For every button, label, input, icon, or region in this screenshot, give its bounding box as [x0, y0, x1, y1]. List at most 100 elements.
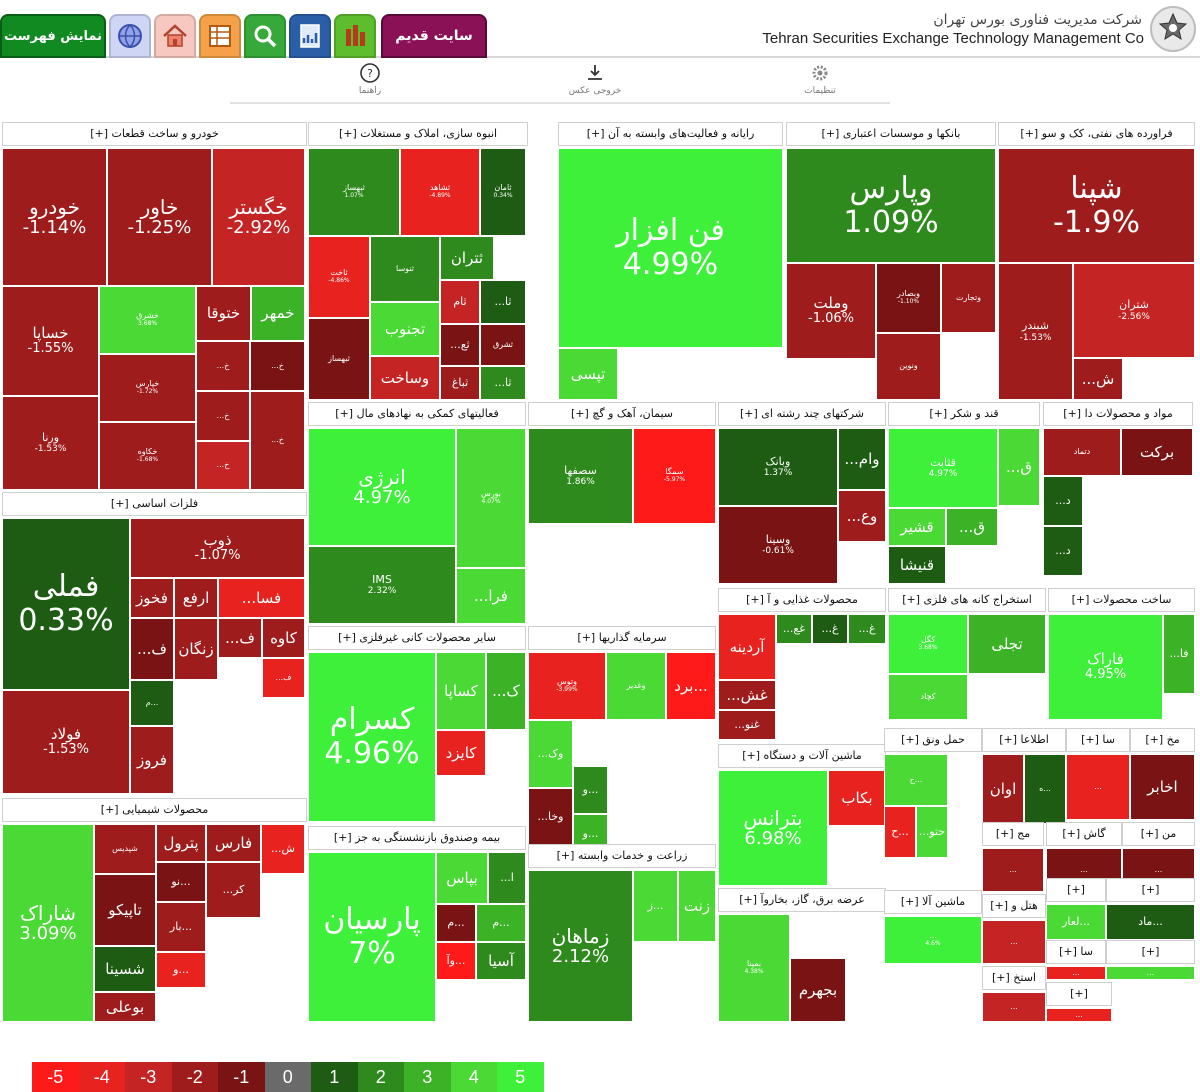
stock-tile[interactable]: فروز — [130, 726, 174, 794]
stock-tile[interactable]: ف... — [130, 618, 174, 680]
stock-tile[interactable]: غ... — [812, 614, 848, 644]
stock-tile[interactable]: ... — [1066, 754, 1130, 820]
settings-button[interactable]: تنظیمات — [785, 62, 855, 96]
stock-tile[interactable]: وسینا -0.61% — [718, 506, 838, 584]
sector-header[interactable]: مج [+] — [982, 822, 1044, 846]
home-icon[interactable] — [154, 14, 196, 58]
stock-tile[interactable]: انرژی 4.97% — [308, 428, 456, 546]
sector-header[interactable]: محصولات شیمیایی [+] — [2, 798, 307, 822]
stock-tile[interactable]: وبانک 1.37% — [718, 428, 838, 506]
sector-header[interactable]: فعالیتهای کمکی به نهادهای مال [+] — [308, 402, 526, 426]
stock-tile[interactable]: شبندر -1.53% — [998, 263, 1073, 400]
stock-tile[interactable]: ...ح — [884, 806, 916, 858]
stock-tile[interactable]: ...ماد — [1106, 904, 1195, 940]
stock-tile[interactable]: قثابت 4.97% — [888, 428, 998, 508]
stock-tile[interactable]: خ... — [250, 341, 305, 391]
stock-tile[interactable]: تجلی — [968, 614, 1046, 674]
stock-tile[interactable]: وک... — [528, 720, 573, 788]
sector-header[interactable]: سیمان، آهک و گچ [+] — [528, 402, 716, 426]
sector-header[interactable]: رایانه و فعالیت‌های وابسته به آن [+] — [558, 122, 783, 146]
stock-tile[interactable]: قنیشا — [888, 546, 946, 584]
stock-tile[interactable]: ...ح — [884, 754, 948, 806]
sector-header[interactable]: ساخت محصولات [+] — [1048, 588, 1195, 612]
stock-tile[interactable]: آردینه — [718, 614, 776, 680]
stock-tile[interactable]: تجنوب — [370, 302, 440, 356]
stock-tile[interactable]: زنگان — [174, 618, 218, 680]
sector-header[interactable]: ماشین آلا [+] — [884, 890, 982, 914]
sector-header[interactable]: زراعت و خدمات وابسته [+] — [528, 844, 716, 868]
stock-tile[interactable]: دتماد — [1043, 428, 1121, 476]
stock-tile[interactable]: فاراک 4.95% — [1048, 614, 1163, 720]
stock-tile[interactable]: شپدیس — [94, 824, 156, 874]
sector-header[interactable]: استخ [+] — [982, 966, 1046, 990]
stock-tile[interactable]: بورس 4.07% — [456, 428, 526, 568]
stock-tile[interactable]: سمگا -5.97% — [633, 428, 716, 524]
sector-header[interactable]: [+] — [1106, 940, 1195, 964]
stock-tile[interactable]: تاپیکو — [94, 874, 156, 946]
stock-tile[interactable]: وساخت — [370, 356, 440, 400]
sector-header[interactable]: سایر محصولات کانی غیرفلزی [+] — [308, 626, 526, 650]
stock-tile[interactable]: ثام — [440, 280, 480, 324]
stock-tile[interactable]: کایزد — [436, 730, 486, 776]
stock-tile[interactable]: خگستر -2.92% — [212, 148, 305, 286]
stock-tile[interactable]: ...م — [130, 680, 174, 726]
stock-tile[interactable]: شتران -2.56% — [1073, 263, 1195, 358]
stock-tile[interactable]: خ... — [196, 341, 250, 391]
stock-tile[interactable]: غش... — [718, 680, 776, 710]
stock-tile[interactable]: ف... — [262, 658, 305, 698]
stock-tile[interactable]: ختوقا — [196, 286, 251, 341]
sector-header[interactable]: فراورده های نفتی، کک و سو [+] — [998, 122, 1195, 146]
export-image-button[interactable]: خروجی عکس — [560, 62, 630, 96]
stock-tile[interactable]: ثشرق — [480, 324, 526, 366]
stock-tile[interactable]: خودرو -1.14% — [2, 148, 107, 286]
stock-tile[interactable]: ... — [1046, 1008, 1112, 1022]
sector-header[interactable]: بانکها و موسسات اعتباری [+] — [786, 122, 996, 146]
stock-tile[interactable]: ش... — [1073, 358, 1123, 400]
stock-tile[interactable]: فا... — [1163, 614, 1195, 694]
sector-header[interactable]: سرمایه گذاریها [+] — [528, 626, 716, 650]
stock-tile[interactable]: ثتران — [440, 236, 494, 280]
stock-tile[interactable]: وپارس 1.09% — [786, 148, 996, 263]
stock-tile[interactable]: غنو... — [718, 710, 776, 740]
stock-tile[interactable]: اوان — [982, 754, 1024, 824]
stock-tile[interactable]: خ... — [250, 391, 305, 490]
stock-tile[interactable]: وخا... — [528, 788, 573, 846]
stock-tile[interactable]: خاور -1.25% — [107, 148, 212, 286]
stock-tile[interactable]: کاوه — [262, 618, 305, 658]
stock-tile[interactable]: خمهر — [251, 286, 305, 341]
stock-tile[interactable]: حتو... — [916, 806, 948, 858]
globe-icon[interactable] — [109, 14, 151, 58]
stock-tile[interactable]: ... 4.6% — [884, 916, 982, 964]
sector-header[interactable]: فلزات اساسی [+] — [2, 492, 307, 516]
stock-tile[interactable]: کر... — [206, 862, 261, 918]
stock-tile[interactable]: ارفع — [174, 578, 218, 618]
stock-tile[interactable]: خکاوه -1.68% — [99, 422, 196, 490]
stock-tile[interactable]: ...لعار — [1046, 904, 1106, 940]
sector-header[interactable]: گاش [+] — [1046, 822, 1122, 846]
stock-tile[interactable]: ...و — [156, 952, 206, 988]
show-index-button[interactable]: نمایش فهرست — [0, 14, 106, 58]
stock-tile[interactable]: تپسی — [558, 348, 618, 400]
stock-tile[interactable]: ...ه — [1024, 754, 1066, 824]
stock-tile[interactable]: فسا... — [218, 578, 305, 618]
stock-tile[interactable]: پارسیان 7% — [308, 852, 436, 1022]
stock-tile[interactable]: شسینا — [94, 946, 156, 992]
stock-tile[interactable]: ش... — [261, 824, 305, 874]
stock-tile[interactable]: خ... — [196, 391, 250, 441]
sector-header[interactable]: مخ [+] — [1130, 728, 1195, 752]
stock-tile[interactable]: ... — [982, 992, 1046, 1022]
stock-tile[interactable]: ف... — [218, 618, 262, 658]
stock-tile[interactable]: فملی 0.33% — [2, 518, 130, 690]
sector-header[interactable]: محصولات غذایی و آ [+] — [718, 588, 886, 612]
stock-tile[interactable]: سصفها 1.86% — [528, 428, 633, 524]
table-icon[interactable] — [199, 14, 241, 58]
stock-tile[interactable]: خ... — [196, 441, 250, 490]
stock-tile[interactable]: د... — [1043, 476, 1083, 526]
stock-tile[interactable]: ...م — [476, 904, 526, 942]
stock-tile[interactable]: ...م — [436, 904, 476, 942]
bar-chart-icon[interactable] — [334, 14, 376, 58]
sector-header[interactable]: سا [+] — [1046, 940, 1106, 964]
stock-tile[interactable]: وغدیر — [606, 652, 666, 720]
sector-header[interactable]: قند و شکر [+] — [888, 402, 1040, 426]
sector-header[interactable]: [+] — [1046, 982, 1112, 1006]
